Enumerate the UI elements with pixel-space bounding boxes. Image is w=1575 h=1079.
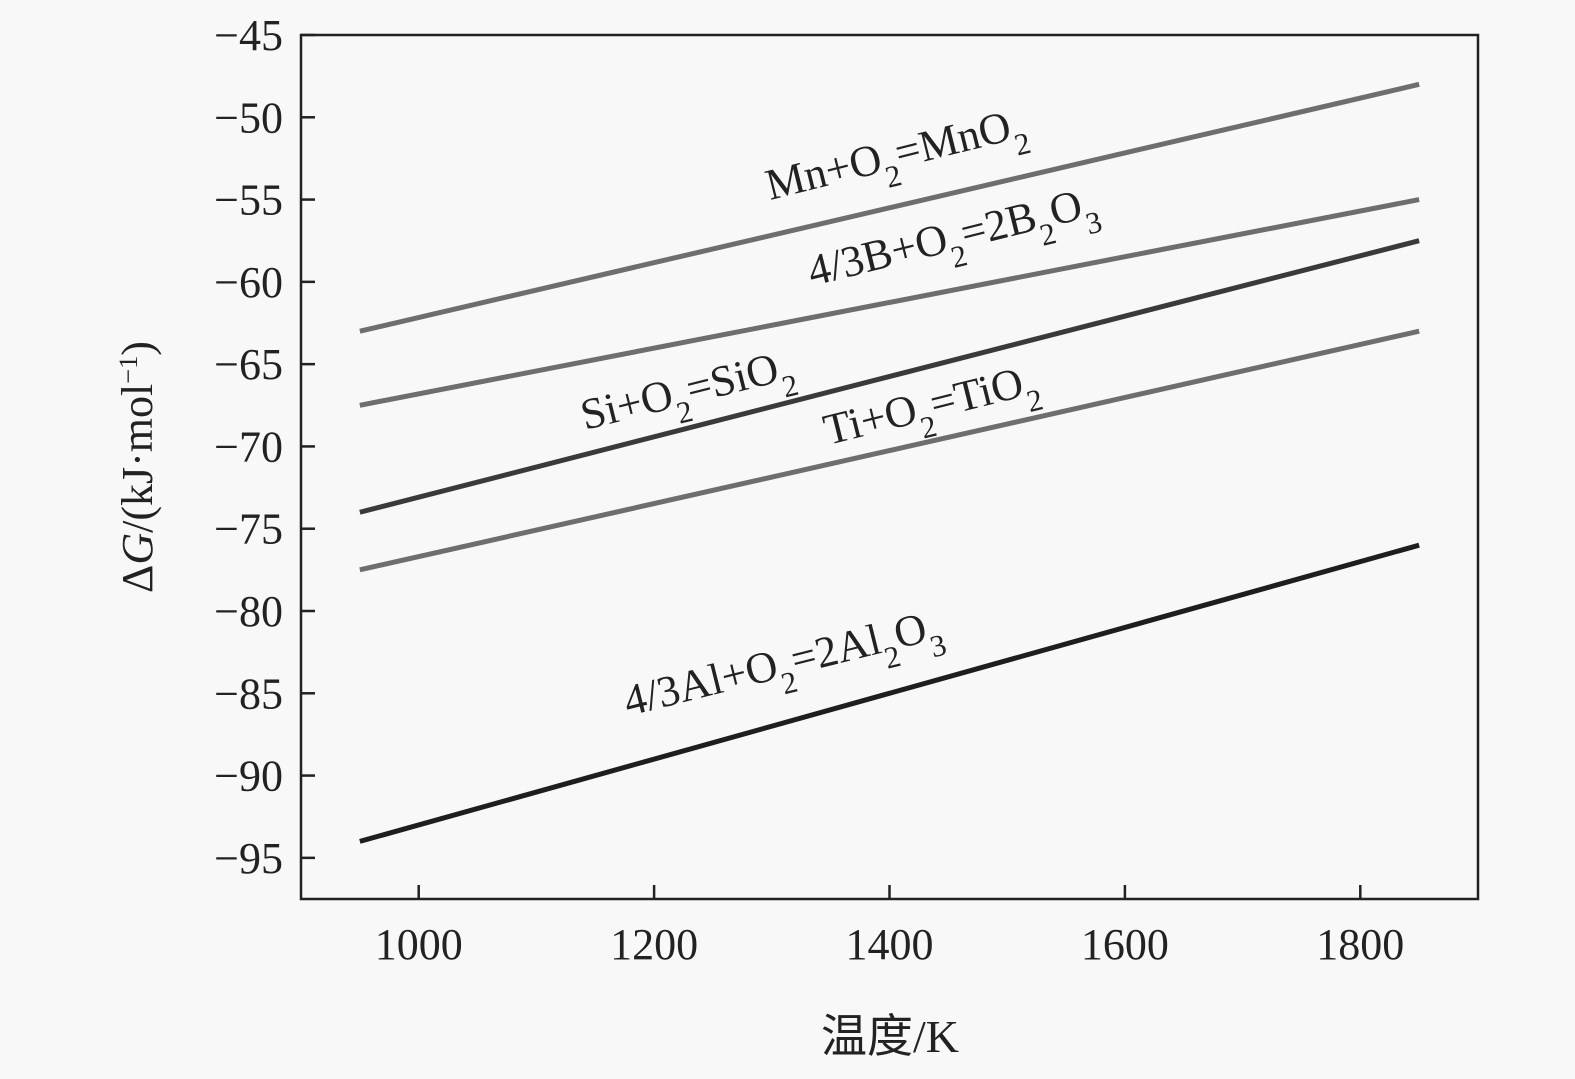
series-label-part: 3 <box>927 628 950 665</box>
y-axis-label-part: −1 <box>113 356 143 384</box>
series-label-part: =SiO <box>681 343 783 413</box>
y-tick-label: −50 <box>214 93 283 142</box>
y-tick-label: −65 <box>214 340 283 389</box>
series-line <box>359 81 1420 334</box>
y-tick-label: −95 <box>214 834 283 883</box>
y-axis-label-part: ) <box>113 341 162 356</box>
series-label-part: 4/3Al+O <box>619 640 783 725</box>
y-axis-label-part: Δ <box>113 565 162 593</box>
series-label-part: Si+O <box>576 370 678 440</box>
y-tick-label: −85 <box>214 669 283 718</box>
series-line <box>359 542 1420 844</box>
series-label: Ti+O2=TiO2 <box>819 354 1047 468</box>
y-tick-label: −60 <box>214 258 283 307</box>
y-tick-label: −45 <box>214 11 283 60</box>
series-line <box>359 238 1420 515</box>
series-label: 4/3Al+O2=2Al2O3 <box>619 599 950 739</box>
y-tick-label: −70 <box>214 422 283 471</box>
y-axis-label: ΔG/(kJ·mol−1) <box>113 341 162 593</box>
y-tick-label: −80 <box>214 587 283 636</box>
x-tick-label: 1600 <box>1081 920 1169 969</box>
series-label-part: =TiO <box>925 358 1028 428</box>
x-tick-label: 1800 <box>1316 920 1404 969</box>
series-label-part: 3 <box>1082 205 1105 242</box>
y-tick-label: −55 <box>214 176 283 225</box>
series-line <box>359 197 1420 408</box>
x-axis-label: 温度/K <box>821 1011 959 1062</box>
series-label-part: 2 <box>779 368 802 405</box>
series-label-part: =MnO <box>890 101 1016 177</box>
series-label-part: =2B <box>955 192 1041 258</box>
y-tick-label: −75 <box>214 505 283 554</box>
x-tick-label: 1400 <box>846 920 934 969</box>
series-label-part: =2Al <box>786 615 886 685</box>
series-label-part: 2 <box>1023 382 1046 419</box>
y-tick-label: −90 <box>214 752 283 801</box>
x-tick-label: 1000 <box>375 920 463 969</box>
y-axis-label-part: /(kJ·mol <box>113 384 162 533</box>
series-label-part: Mn+O <box>761 134 887 210</box>
series-label-part: 4/3B+O <box>803 214 953 296</box>
x-tick-label: 1200 <box>610 920 698 969</box>
series-line <box>359 328 1420 573</box>
series-label-part: Ti+O <box>819 384 922 454</box>
series-label-part: 2 <box>1011 126 1034 163</box>
y-axis-label-part: G <box>113 533 162 565</box>
